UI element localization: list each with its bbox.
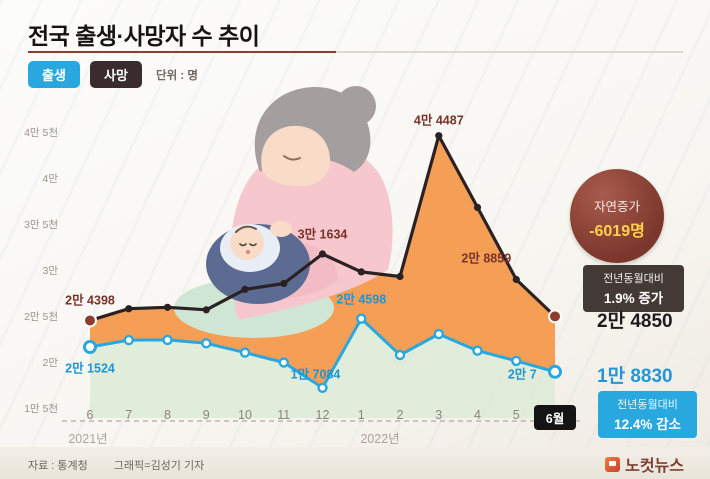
mother-hand xyxy=(270,221,292,237)
y-axis-label: 1만 5천 xyxy=(24,403,58,415)
baby-eyes xyxy=(239,243,257,247)
death-point xyxy=(83,313,97,328)
data-point-label: 2만 8859 xyxy=(461,251,512,265)
death-point xyxy=(512,275,520,284)
y-axis-label: 3만 xyxy=(42,265,59,277)
birth-final-value: 1만 8830 xyxy=(597,366,673,387)
death-point xyxy=(357,268,365,276)
mother-eye xyxy=(283,155,301,161)
mother-face xyxy=(261,125,330,186)
birth-point xyxy=(511,355,522,367)
death-point xyxy=(318,250,327,258)
birth-point xyxy=(548,364,562,379)
baby-hair xyxy=(235,225,257,233)
footer: 자료 : 통계청 그래픽=김성기 기자 xyxy=(28,457,204,473)
unit-label: 단위 : 명 xyxy=(156,69,198,82)
natural-change-title: 자연증가 xyxy=(593,200,640,214)
data-point-label: 2만 1524 xyxy=(65,361,115,376)
x-axis-label: 1 xyxy=(357,408,365,422)
birth-point xyxy=(123,334,135,346)
death-point xyxy=(125,305,133,313)
death-final-value: 2만 4850 xyxy=(597,311,673,332)
nocut-news-logo: 노컷뉴스 xyxy=(605,452,684,476)
x-axis-label: 8 xyxy=(164,408,171,422)
hair-bun xyxy=(336,86,376,126)
chart-legend: 출생 사망 단위 : 명 xyxy=(28,61,198,88)
death-yoy-value: 1.9% 증가 xyxy=(603,291,664,306)
y-axis-label: 2만 xyxy=(42,357,59,369)
natural-change-value: -6019명 xyxy=(589,223,645,240)
data-point-label: 2만 7 xyxy=(507,367,537,382)
birth-point xyxy=(278,357,289,368)
x-axis-label: 12 xyxy=(315,408,330,422)
page-title: 전국 출생·사망자 수 추이 xyxy=(28,23,260,49)
death-point xyxy=(202,306,210,314)
birth-point xyxy=(317,382,328,393)
data-point-label: 3만 1634 xyxy=(297,227,348,242)
x-axis-label: 9 xyxy=(202,408,210,422)
x-axis-label: 3 xyxy=(435,408,443,422)
year-label-2021: 2021년 xyxy=(68,432,108,446)
illustration-mother-baby xyxy=(174,86,393,338)
credit-label: 그래픽=김성기 기자 xyxy=(113,460,205,472)
x-axis-label: 10 xyxy=(238,408,252,422)
logo-icon xyxy=(605,456,621,472)
death-yoy-label: 전년동월대비 xyxy=(603,273,664,285)
data-point-label: 2만 4398 xyxy=(65,293,115,307)
baby-face xyxy=(230,226,264,260)
birth-point xyxy=(83,340,97,354)
birth-point xyxy=(356,313,367,324)
death-point xyxy=(396,272,404,281)
death-point xyxy=(548,309,562,324)
birth-point xyxy=(239,347,251,358)
baby-mouth xyxy=(245,249,251,255)
birth-point xyxy=(162,334,173,346)
birth-yoy-label: 전년동월대비 xyxy=(617,399,678,411)
data-point-markers xyxy=(83,132,562,393)
x-axis-label: 6 xyxy=(86,408,94,422)
death-point xyxy=(241,285,249,293)
y-axis-label: 4만 5천 xyxy=(24,127,58,139)
logo-text: 노컷뉴스 xyxy=(625,458,684,475)
x-axis-label: 5 xyxy=(512,408,520,422)
source-label: 자료 : 통계청 xyxy=(28,460,88,472)
data-point-label: 1만 7084 xyxy=(290,367,341,382)
birth-point xyxy=(472,345,483,356)
title-underline xyxy=(28,51,683,53)
birth-yoy-badge: 전년동월대비 12.4% 감소 xyxy=(598,391,697,438)
x-axis-label: 7 xyxy=(125,408,133,422)
x-axis-label-current: 6월 xyxy=(534,405,576,430)
death-point xyxy=(435,132,443,140)
legend-birth-badge: 출생 xyxy=(28,61,80,88)
birth-point xyxy=(394,349,406,361)
x-axis-label: 11 xyxy=(277,408,291,422)
birth-point xyxy=(433,328,444,340)
death-point xyxy=(473,203,482,211)
natural-change-badge: 자연증가 -6019명 xyxy=(570,169,664,263)
data-point-label: 2만 4598 xyxy=(336,292,387,307)
year-label-2022: 2022년 xyxy=(360,432,400,446)
y-axis-label: 3만 5천 xyxy=(24,219,58,231)
death-point xyxy=(280,279,288,288)
death-point xyxy=(163,303,172,311)
birth-yoy-value: 12.4% 감소 xyxy=(614,417,681,432)
death-yoy-badge: 전년동월대비 1.9% 증가 xyxy=(583,265,684,312)
legend-death-badge: 사망 xyxy=(90,61,142,88)
footer-band xyxy=(0,447,710,479)
y-axis-label: 2만 5천 xyxy=(24,311,58,323)
x-axis-label: 2 xyxy=(396,408,404,422)
x-axis-label: 4 xyxy=(474,408,481,422)
data-point-label: 4만 4487 xyxy=(413,113,464,128)
y-axis-label: 4만 xyxy=(42,173,59,185)
birth-point xyxy=(201,338,212,349)
